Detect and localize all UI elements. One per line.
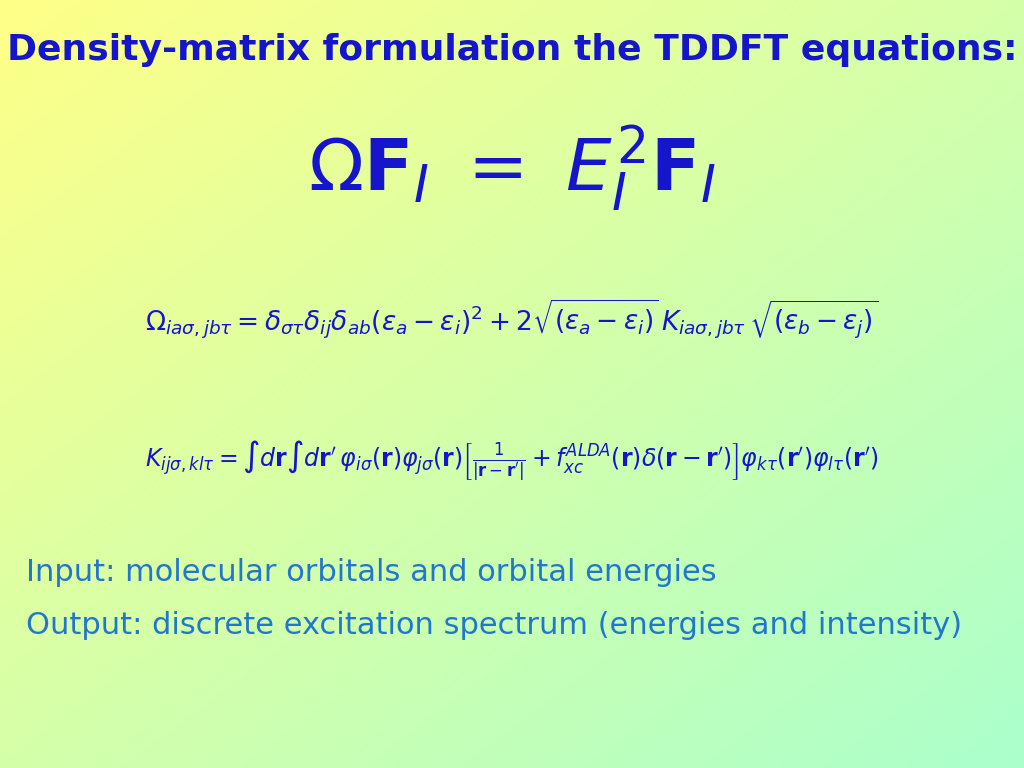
Text: $\Omega_{ia\sigma,jb\tau} = \delta_{\sigma\tau}\delta_{ij}\delta_{ab}\left(\vare: $\Omega_{ia\sigma,jb\tau} = \delta_{\sig… <box>145 297 879 340</box>
Text: Output: discrete excitation spectrum (energies and intensity): Output: discrete excitation spectrum (en… <box>26 611 962 641</box>
Text: Density-matrix formulation the TDDFT equations:: Density-matrix formulation the TDDFT equ… <box>7 33 1017 67</box>
Text: $K_{ij\sigma,kl\tau} = \int d\mathbf{r}\int d\mathbf{r}'\,\varphi_{i\sigma}(\mat: $K_{ij\sigma,kl\tau} = \int d\mathbf{r}\… <box>145 439 879 483</box>
Text: $\Omega\mathbf{F}_{I}\ =\ E_{I}^{2}\mathbf{F}_{I}$: $\Omega\mathbf{F}_{I}\ =\ E_{I}^{2}\math… <box>308 124 716 214</box>
Text: Input: molecular orbitals and orbital energies: Input: molecular orbitals and orbital en… <box>26 558 716 587</box>
